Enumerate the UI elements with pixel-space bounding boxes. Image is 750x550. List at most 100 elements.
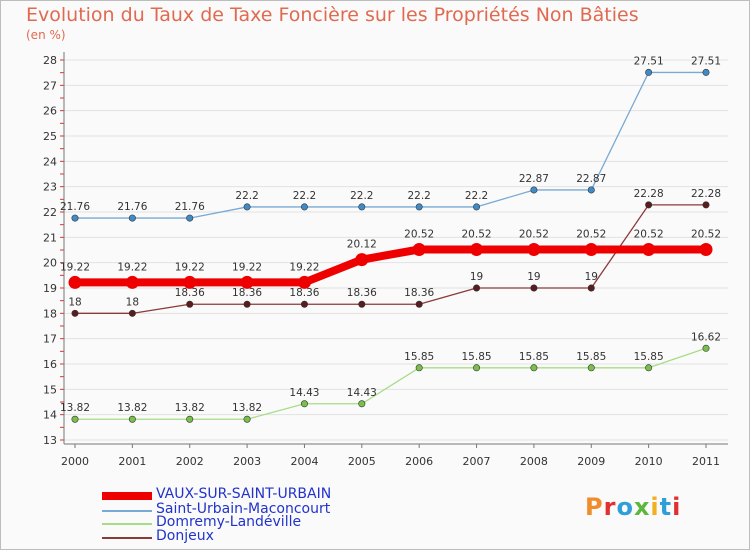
data-point xyxy=(243,203,251,211)
data-label: 18.36 xyxy=(289,287,319,299)
data-point xyxy=(702,344,710,352)
legend-label-donjeux: Donjeux xyxy=(156,528,214,544)
y-tick-label: 18 xyxy=(43,307,57,320)
series-line xyxy=(74,71,707,219)
data-point xyxy=(125,275,139,289)
data-label: 18 xyxy=(126,296,139,308)
data-label: 19 xyxy=(585,271,598,283)
y-tick-label: 20 xyxy=(43,257,57,270)
y-tick-label: 26 xyxy=(43,105,57,118)
data-label: 21.76 xyxy=(117,201,147,213)
legend-swatch-saint-urbain xyxy=(102,510,152,512)
data-label: 22.28 xyxy=(634,188,664,200)
data-point xyxy=(473,364,481,372)
logo-letter: i xyxy=(650,493,660,521)
x-tick-label: 2010 xyxy=(635,455,663,468)
y-tick-label: 13 xyxy=(43,434,57,447)
data-label: 15.85 xyxy=(576,351,606,363)
data-point xyxy=(415,300,423,308)
data-label: 19.22 xyxy=(175,261,205,273)
legend-swatch-vaux xyxy=(102,492,152,500)
data-point xyxy=(71,309,79,317)
logo-letter: t xyxy=(659,493,673,521)
data-point xyxy=(297,275,311,289)
logo-letter: x xyxy=(633,493,651,521)
data-point xyxy=(642,242,656,256)
data-label: 19.22 xyxy=(289,261,319,273)
data-point xyxy=(358,203,366,211)
legend-label-saint-urbain: Saint-Urbain-Maconcourt xyxy=(156,501,331,517)
logo-letter: r xyxy=(603,493,617,521)
data-label: 18.36 xyxy=(232,287,262,299)
series-line xyxy=(71,245,710,287)
data-point xyxy=(415,364,423,372)
y-tick-label: 21 xyxy=(43,231,57,244)
data-point xyxy=(71,214,79,222)
data-label: 18.36 xyxy=(175,287,205,299)
data-point xyxy=(702,201,710,209)
data-label: 15.85 xyxy=(404,351,434,363)
y-tick-label: 27 xyxy=(43,79,57,92)
data-point xyxy=(645,68,653,76)
data-label: 20.52 xyxy=(691,228,721,240)
legend-label-vaux: VAUX-SUR-SAINT-URBAIN xyxy=(156,486,332,502)
legend-swatch-domremy xyxy=(102,523,152,525)
logo-letter: i xyxy=(672,493,682,521)
data-point xyxy=(358,300,366,308)
data-label: 19 xyxy=(527,271,540,283)
data-point xyxy=(183,275,197,289)
data-point xyxy=(527,242,541,256)
y-tick-label: 14 xyxy=(43,409,57,422)
data-label: 22.2 xyxy=(350,190,373,202)
data-point xyxy=(71,415,79,423)
data-label: 21.76 xyxy=(175,201,205,213)
x-tick-label: 2005 xyxy=(348,455,376,468)
data-point xyxy=(355,253,369,267)
x-tick-label: 2009 xyxy=(577,455,605,468)
data-label: 13.82 xyxy=(232,402,262,414)
data-label: 13.82 xyxy=(60,402,90,414)
data-label: 18.36 xyxy=(404,287,434,299)
data-label: 15.85 xyxy=(519,351,549,363)
data-label: 22.2 xyxy=(293,190,316,202)
chart-unit-label: (en %) xyxy=(26,28,66,42)
data-point xyxy=(300,300,308,308)
data-label: 22.2 xyxy=(235,190,258,202)
legend-label-domremy: Domremy-Landéville xyxy=(156,514,302,530)
data-point xyxy=(584,242,598,256)
data-point xyxy=(699,242,713,256)
y-tick-label: 23 xyxy=(43,181,57,194)
x-tick-label: 2006 xyxy=(405,455,433,468)
data-point xyxy=(530,364,538,372)
data-point xyxy=(128,214,136,222)
series-line xyxy=(74,347,707,420)
data-point xyxy=(473,203,481,211)
data-label: 22.2 xyxy=(407,190,430,202)
data-label: 14.43 xyxy=(347,387,377,399)
data-point xyxy=(68,275,82,289)
y-tick-label: 19 xyxy=(43,282,57,295)
data-label: 19.22 xyxy=(60,261,90,273)
data-point xyxy=(186,214,194,222)
chart-title: Evolution du Taux de Taxe Foncière sur l… xyxy=(26,4,639,26)
x-tick-label: 2007 xyxy=(463,455,491,468)
data-point xyxy=(358,400,366,408)
logo-letter: P xyxy=(585,493,604,521)
data-label: 19.22 xyxy=(232,261,262,273)
y-tick-label: 16 xyxy=(43,358,57,371)
data-label: 20.12 xyxy=(347,239,377,251)
legend-swatch-donjeux xyxy=(102,537,152,539)
x-tick-label: 2008 xyxy=(520,455,548,468)
data-point xyxy=(186,415,194,423)
data-label: 15.85 xyxy=(462,351,492,363)
data-label: 22.2 xyxy=(465,190,488,202)
data-point xyxy=(530,186,538,194)
data-point xyxy=(415,203,423,211)
data-label: 27.51 xyxy=(691,55,721,67)
data-point xyxy=(587,364,595,372)
data-label: 14.43 xyxy=(289,387,319,399)
data-point xyxy=(243,415,251,423)
data-label: 22.87 xyxy=(519,173,549,185)
data-point xyxy=(240,275,254,289)
